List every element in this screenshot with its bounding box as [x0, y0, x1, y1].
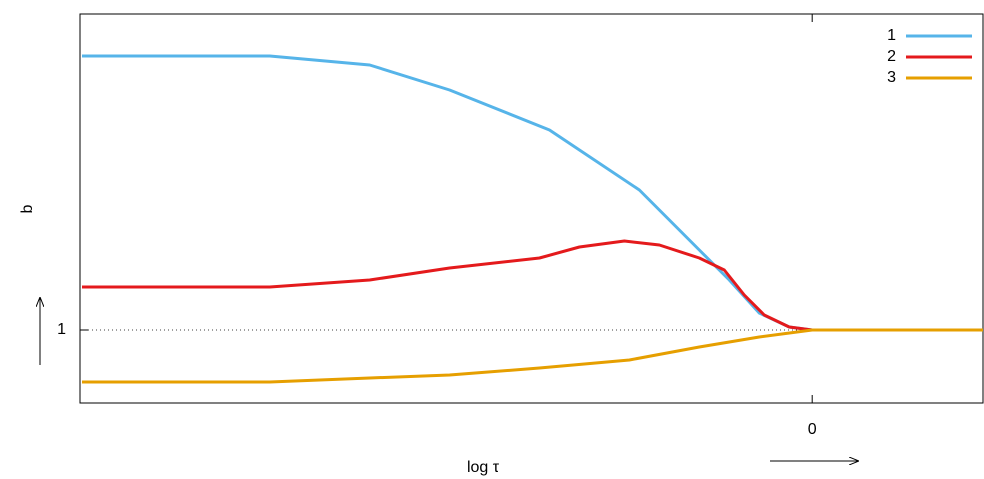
y-axis-label: b [19, 204, 36, 213]
legend-label: 1 [887, 27, 896, 44]
x-axis-label: log τ [467, 459, 500, 476]
plot-frame [79, 13, 984, 404]
legend-label: 3 [887, 69, 896, 86]
x-tick-label: 0 [808, 421, 817, 438]
line-series [81, 54, 983, 332]
legend-label: 2 [887, 48, 896, 65]
line-series [81, 239, 983, 332]
line-series [81, 328, 983, 384]
y-tick-label: 1 [57, 321, 66, 338]
